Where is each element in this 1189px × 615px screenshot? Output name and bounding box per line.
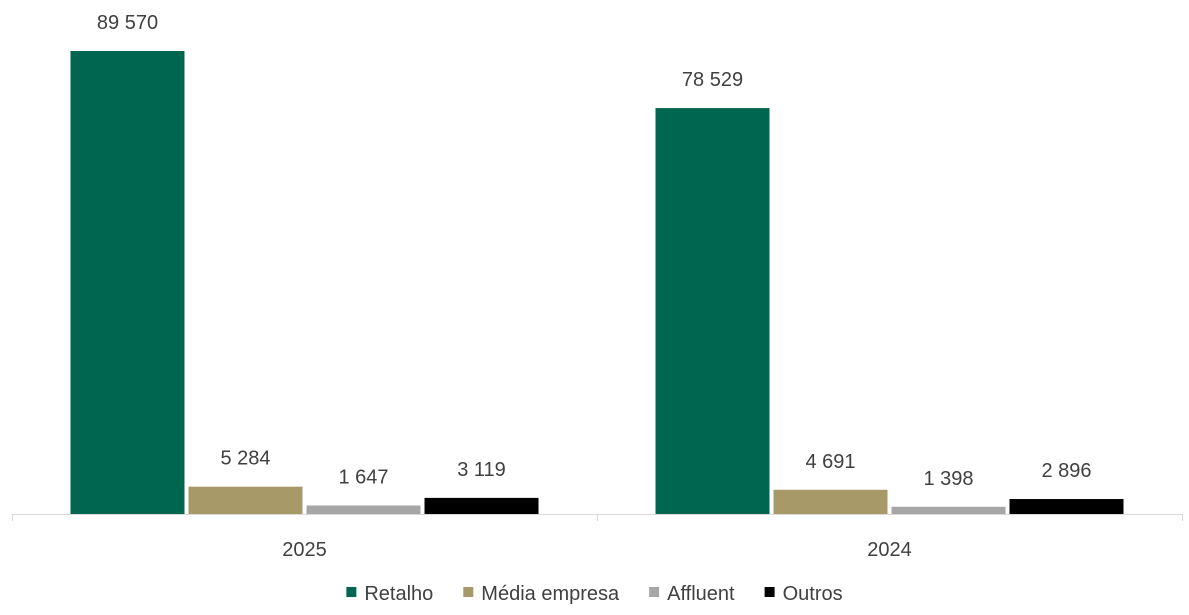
legend-label-retalho: Retalho	[364, 583, 433, 605]
bar-affluent-2025	[306, 505, 421, 514]
legend: Retalho Média empresa Affluent Outros	[346, 583, 843, 605]
x-axis: 2025 2024	[12, 514, 1183, 561]
data-label-affluent-2024: 1 398	[923, 468, 973, 490]
legend-item-media-empresa: Média empresa	[463, 583, 620, 605]
legend-marker-media-empresa	[463, 587, 474, 597]
data-label-media-empresa-2024: 4 691	[805, 451, 855, 473]
legend-label-affluent: Affluent	[667, 583, 735, 605]
data-label-affluent-2025: 1 647	[338, 466, 388, 488]
legend-marker-affluent	[649, 587, 660, 597]
data-labels-layer: 89 570 5 284 1 647 3 119 78 529 4 691 1 398 2 8…	[97, 12, 1092, 490]
legend-label-outros: Outros	[783, 583, 843, 605]
legend-marker-retalho	[346, 587, 357, 597]
legend-marker-outros	[764, 587, 775, 597]
legend-item-affluent: Affluent	[649, 583, 735, 605]
x-tick-label-2025: 2025	[282, 539, 327, 561]
data-label-retalho-2025: 89 570	[97, 12, 158, 34]
bar-media-empresa-2024	[773, 489, 888, 514]
legend-label-media-empresa: Média empresa	[481, 583, 620, 605]
bar-media-empresa-2025	[188, 486, 303, 514]
data-label-outros-2024: 2 896	[1041, 460, 1091, 482]
x-tick-label-2024: 2024	[867, 539, 912, 561]
data-label-media-empresa-2025: 5 284	[220, 448, 270, 470]
bars-layer	[70, 51, 1124, 514]
bar-outros-2025	[424, 497, 539, 514]
bar-retalho-2024	[655, 108, 770, 514]
data-label-outros-2025: 3 119	[457, 459, 506, 481]
bar-retalho-2025	[70, 51, 185, 514]
legend-item-outros: Outros	[764, 583, 843, 605]
legend-item-retalho: Retalho	[346, 583, 433, 605]
bar-affluent-2024	[891, 506, 1006, 514]
bar-outros-2024	[1009, 499, 1124, 514]
data-label-retalho-2024: 78 529	[682, 69, 743, 91]
